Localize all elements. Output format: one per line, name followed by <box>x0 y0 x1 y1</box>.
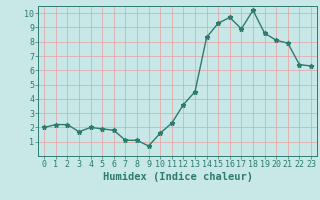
X-axis label: Humidex (Indice chaleur): Humidex (Indice chaleur) <box>103 172 252 182</box>
